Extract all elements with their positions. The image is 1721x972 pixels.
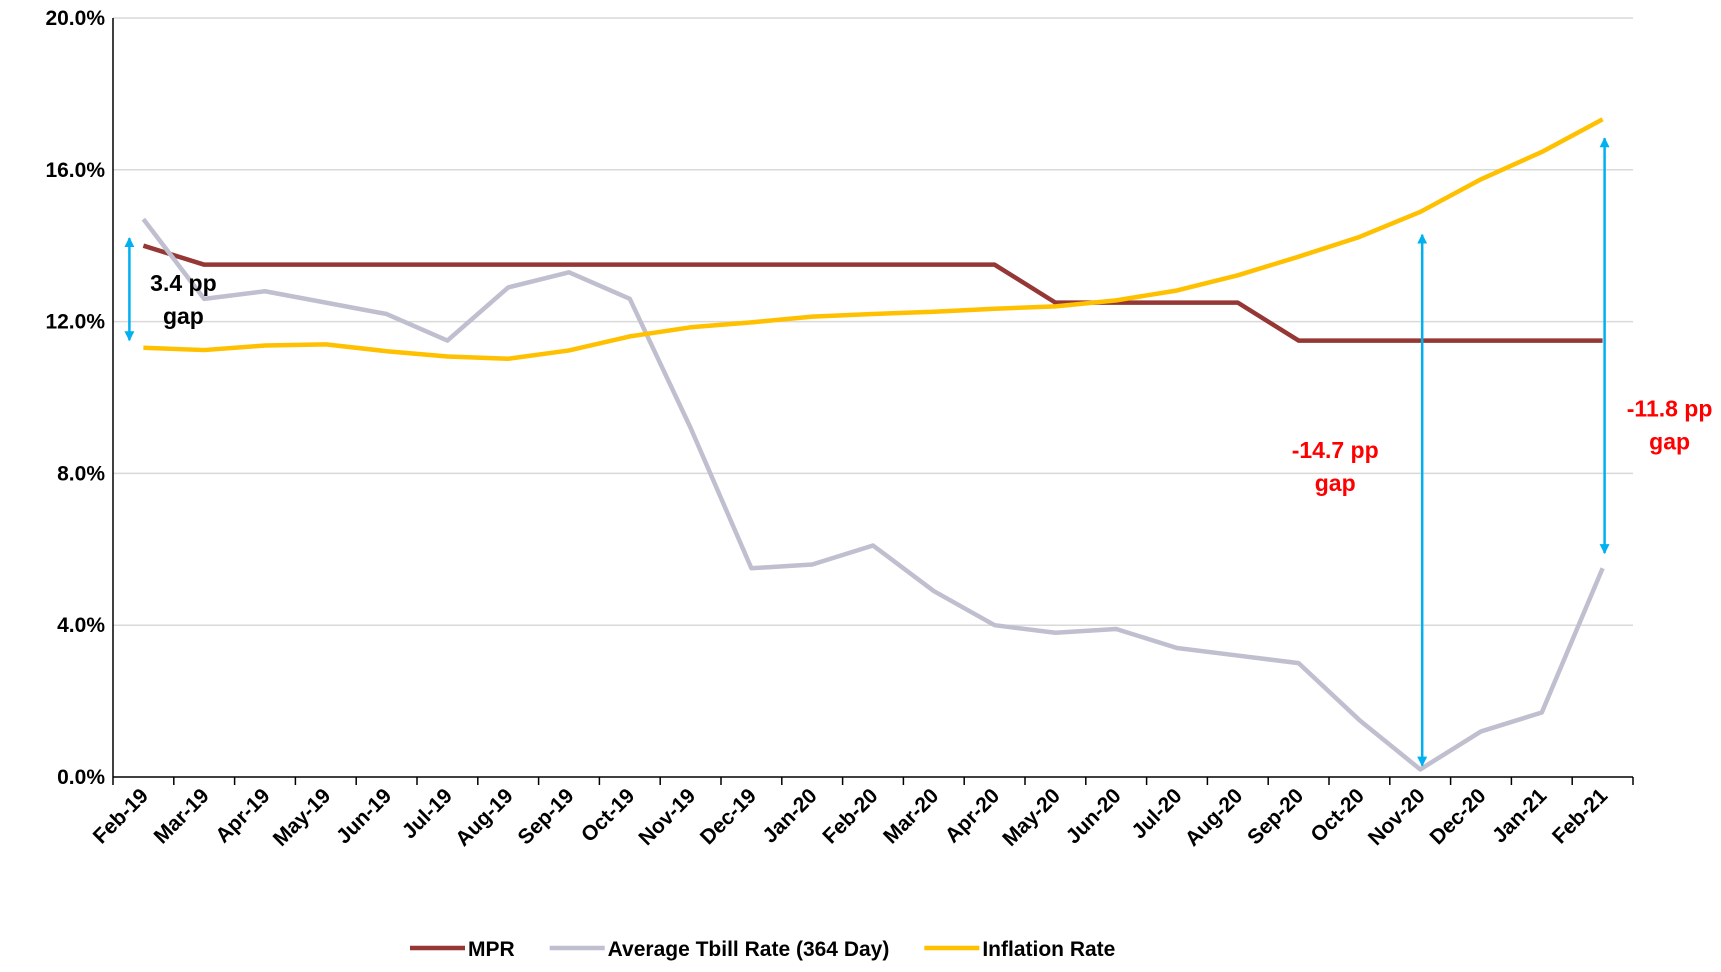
x-tick-label: Mar-20 — [879, 784, 943, 848]
legend-label: MPR — [468, 938, 515, 961]
annotation-line: gap — [163, 303, 204, 329]
x-tick-label: Oct-20 — [1306, 784, 1368, 846]
x-tick-label: Jul-19 — [398, 784, 457, 843]
x-tick-label: Aug-19 — [451, 784, 518, 851]
annotation: -14.7 pp gap — [1292, 437, 1379, 496]
x-tick-label: Dec-19 — [696, 784, 761, 849]
annotation-line: -11.8 pp — [1627, 395, 1713, 421]
x-tick-label: Feb-20 — [818, 784, 882, 848]
legend-label: Average Tbill Rate (364 Day) — [608, 938, 890, 961]
annotation: -11.8 pp gap — [1627, 395, 1713, 454]
y-tick-label: 4.0% — [57, 614, 105, 637]
x-tick-label: Aug-20 — [1181, 784, 1248, 851]
x-tick-label: Jan-21 — [1488, 784, 1552, 848]
x-tick-label: Dec-20 — [1426, 784, 1491, 849]
y-tick-label: 20.0% — [45, 7, 105, 30]
x-tick-label: Feb-19 — [89, 784, 153, 848]
annotation-line: 3.4 pp — [150, 270, 216, 296]
x-tick-label: Oct-19 — [577, 784, 639, 846]
series-line — [143, 117, 1604, 362]
y-tick-label: 12.0% — [45, 311, 105, 334]
x-tick-label: Nov-20 — [1364, 784, 1430, 850]
x-tick-label: May-19 — [269, 784, 336, 851]
legend-label: Inflation Rate — [982, 938, 1115, 961]
x-tick-label: Apr-19 — [211, 784, 274, 847]
x-tick-label: Mar-19 — [150, 784, 214, 848]
y-tick-label: 0.0% — [57, 766, 105, 789]
annotation-line: -14.7 pp — [1292, 437, 1379, 463]
x-tick-label: Feb-21 — [1548, 784, 1612, 848]
x-tick-label: Jan-20 — [758, 784, 821, 847]
series-line — [141, 217, 1605, 772]
x-tick-label: May-20 — [998, 784, 1065, 851]
x-tick-label: Jun-20 — [1062, 784, 1126, 848]
x-tick-label: Sep-19 — [514, 784, 579, 849]
x-tick-label: Apr-20 — [941, 784, 1004, 847]
x-tick-label: Nov-19 — [634, 784, 700, 850]
annotation-line: gap — [1315, 470, 1356, 496]
x-tick-label: Jul-20 — [1127, 784, 1186, 843]
annotation: 3.4 pp gap — [150, 270, 216, 329]
x-tick-label: Sep-20 — [1243, 784, 1308, 849]
annotation-line: gap — [1649, 428, 1690, 454]
x-tick-label: Jun-19 — [332, 784, 396, 848]
y-tick-label: 8.0% — [57, 462, 105, 485]
series-line — [142, 243, 1603, 343]
y-tick-label: 16.0% — [45, 159, 105, 182]
